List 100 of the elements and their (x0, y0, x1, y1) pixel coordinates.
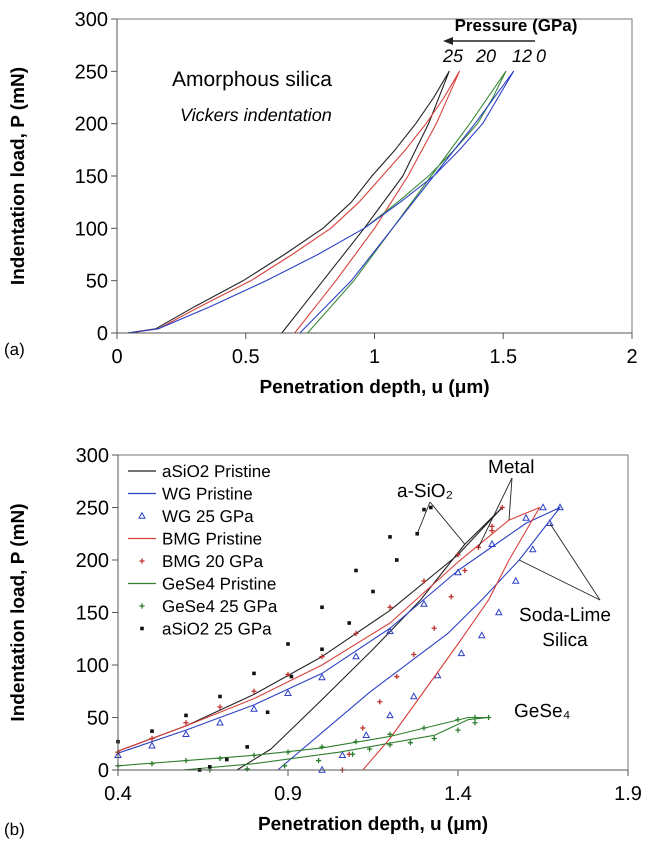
point (420, 600, 428, 607)
text: (b) (4, 820, 25, 839)
point (472, 720, 478, 726)
point (371, 590, 375, 594)
point (454, 568, 462, 576)
point (394, 673, 400, 680)
point (338, 752, 346, 758)
legend-label: WG Pristine (162, 484, 253, 504)
legend-label: BMG Pristine (162, 530, 262, 548)
legend-label: GeSe4 25 GPa (162, 597, 278, 616)
point (250, 752, 258, 759)
point (315, 757, 322, 764)
point (182, 757, 190, 764)
point (284, 671, 292, 678)
point (290, 674, 294, 678)
point (488, 523, 496, 530)
point (360, 724, 366, 732)
annotation: Soda-Lime Silica (519, 605, 611, 651)
annotation: Vickers indentation (180, 105, 332, 125)
point (498, 504, 506, 511)
point (556, 504, 564, 510)
point (522, 514, 530, 521)
point (407, 739, 414, 746)
point (245, 745, 249, 749)
point (148, 735, 156, 742)
legend-label: WG 25 GPa (162, 507, 254, 526)
y-tick-label: 150 (74, 166, 108, 188)
annotation: Amorphous silica (172, 68, 332, 91)
annotation: Pressure (GPa) (454, 16, 578, 35)
point (266, 710, 270, 714)
x-tick-label: 1.5 (489, 346, 518, 368)
point (410, 692, 418, 700)
x-tick-label: 0.5 (232, 346, 260, 368)
annotation: GeSe₄ (514, 701, 571, 722)
point (529, 546, 536, 552)
point (395, 558, 399, 562)
point (148, 760, 156, 767)
point (366, 746, 373, 752)
point (495, 608, 502, 616)
legend-label: aSiO2 Pristine (162, 462, 271, 481)
point (485, 714, 492, 721)
point (420, 724, 428, 732)
point (410, 651, 418, 658)
point (386, 712, 394, 718)
x-tick-label: 1.9 (614, 783, 642, 805)
point (354, 568, 358, 572)
point (318, 766, 326, 773)
point (284, 748, 292, 756)
point (386, 742, 394, 748)
point (286, 642, 290, 646)
annotation: 25 (442, 46, 464, 66)
point (462, 567, 468, 574)
y-tick-label: 250 (76, 498, 109, 520)
point (208, 765, 212, 769)
point (488, 527, 496, 534)
y-tick-label: 100 (76, 655, 109, 677)
point (454, 552, 462, 558)
y-tick-label: 100 (74, 218, 108, 240)
point (346, 751, 352, 758)
point (182, 730, 190, 737)
point (352, 738, 360, 745)
point (422, 508, 426, 512)
point (318, 744, 326, 750)
point (488, 540, 496, 547)
x-tick-label: 0.4 (104, 783, 132, 805)
legend-label: aSiO2 25 GPa (162, 620, 272, 638)
point (150, 729, 154, 733)
point (281, 762, 288, 770)
point (347, 621, 351, 625)
point (320, 605, 324, 610)
point (386, 604, 394, 610)
point (216, 704, 224, 710)
y-tick-label: 50 (86, 708, 109, 730)
x-tick-label: 1 (368, 346, 380, 368)
y-axis-title: Indentation load, P (mN) (8, 503, 29, 722)
x-tick-label: 2 (626, 346, 638, 368)
point (284, 690, 292, 696)
point (386, 628, 394, 634)
point (472, 714, 478, 721)
annotation: 12 (512, 46, 532, 66)
point (320, 647, 324, 652)
point (218, 694, 222, 698)
point (349, 751, 356, 758)
point (420, 578, 428, 584)
y-tick-label: 250 (74, 61, 108, 84)
y-tick-label: 0 (96, 323, 108, 345)
y-tick-label: 300 (76, 445, 109, 467)
point (429, 506, 433, 510)
point (216, 719, 224, 726)
annotation: Metal (488, 457, 534, 478)
annotation: a-SiO₂ (397, 481, 453, 502)
y-tick-label: 200 (76, 550, 109, 572)
point (148, 742, 156, 749)
point (454, 716, 462, 723)
point (250, 705, 258, 712)
x-tick-label: 0.9 (274, 783, 302, 805)
point (448, 594, 454, 600)
point (458, 650, 465, 656)
y-tick-label: 200 (74, 114, 108, 136)
point (352, 630, 360, 637)
